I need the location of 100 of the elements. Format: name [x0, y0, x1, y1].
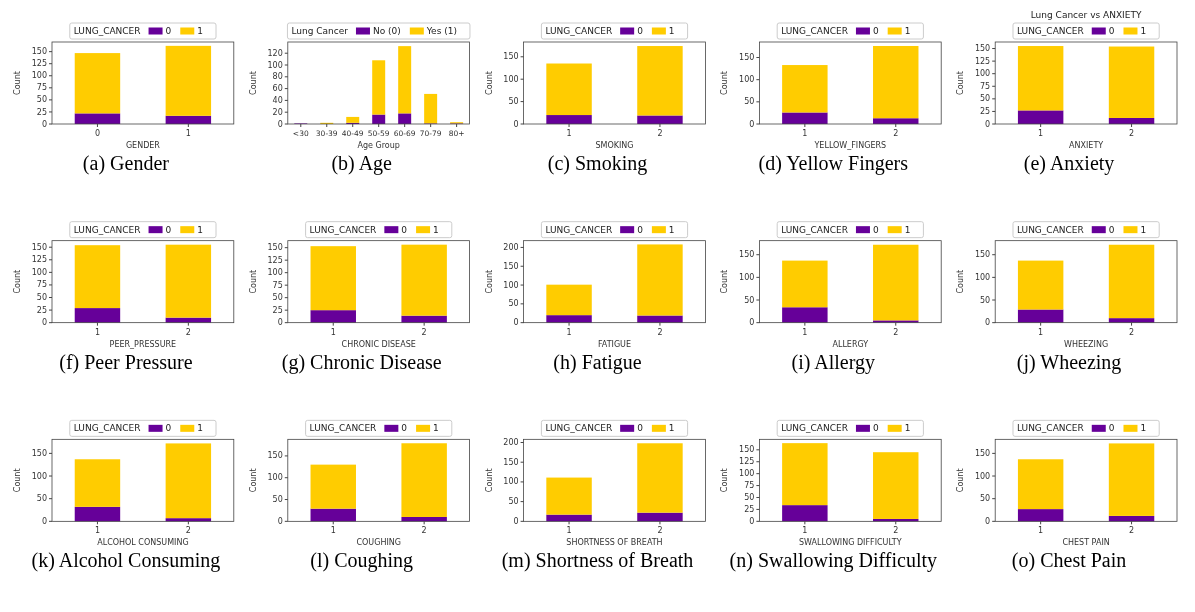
y-tick-label: 25 — [272, 305, 283, 315]
y-tick-label: 150 — [974, 448, 991, 458]
y-tick-label: 100 — [503, 280, 519, 290]
legend-label: 1 — [1140, 423, 1147, 434]
legend-label: 1 — [197, 26, 204, 36]
y-tick-label: 100 — [267, 268, 283, 278]
y-tick-label: 75 — [36, 280, 47, 290]
y-tick-label: 125 — [31, 59, 47, 69]
y-tick-label: 100 — [503, 74, 519, 84]
x-axis-title: Age Group — [357, 141, 400, 150]
legend-label: 1 — [904, 423, 911, 434]
y-axis-title: Count — [248, 468, 258, 493]
y-axis-title: Count — [248, 269, 258, 294]
y-tick-label: 100 — [31, 267, 47, 277]
y-tick-label: 0 — [749, 516, 755, 526]
legend-label: 1 — [197, 423, 204, 434]
y-tick-label: 50 — [744, 295, 755, 305]
y-tick-label: 50 — [272, 293, 283, 303]
y-axis-title: Count — [956, 269, 966, 294]
x-axis-title: ANXIETY — [1069, 141, 1104, 150]
y-tick-label: 50 — [508, 97, 519, 107]
y-tick-label: 0 — [749, 119, 755, 129]
text: (l) Coughing — [310, 549, 414, 573]
y-tick-label: 50 — [508, 299, 519, 309]
text: (j) Wheezing — [1016, 350, 1122, 374]
text: (m) Shortness of Breath — [501, 549, 694, 573]
y-tick-label: 100 — [739, 469, 755, 479]
y-axis-title: Count — [13, 269, 22, 294]
y-tick-label: 0 — [513, 119, 519, 129]
legend-title: LUNG_CANCER — [73, 423, 141, 434]
y-tick-label: 0 — [277, 119, 283, 129]
y-tick-label: 150 — [267, 243, 283, 253]
x-tick-label: 2 — [657, 129, 663, 138]
text: (a) Gender — [82, 152, 170, 175]
x-axis-title: YELLOW_FINGERS — [813, 141, 887, 150]
y-tick-label: 50 — [508, 497, 519, 507]
y-tick-label: 150 — [31, 448, 47, 458]
legend-title: LUNG_CANCER — [545, 423, 613, 434]
x-tick-label: 1 — [566, 327, 572, 337]
legend-title: LUNG_CANCER — [73, 224, 141, 235]
legend-label: 0 — [872, 26, 879, 36]
y-axis-title: Count — [720, 71, 730, 95]
x-tick-label: 2 — [893, 526, 899, 536]
x-axis-title: ALLERGY — [832, 339, 869, 349]
x-tick-label: 1 — [566, 129, 572, 138]
x-tick-label: 1 — [1038, 327, 1044, 337]
y-tick-label: 100 — [974, 272, 991, 282]
x-tick-label: 1 — [802, 129, 808, 138]
y-tick-label: 0 — [985, 318, 991, 328]
y-tick-label: 100 — [739, 272, 755, 282]
x-tick-label: 1 — [185, 129, 191, 138]
legend-label: 1 — [904, 224, 911, 235]
legend-title: LUNG_CANCER — [73, 26, 141, 36]
text: (i) Allergy — [791, 350, 876, 374]
y-tick-label: 100 — [974, 471, 991, 481]
legend-title: LUNG_CANCER — [309, 224, 377, 235]
text: (h) Fatigue — [553, 350, 642, 374]
text: (o) Chest Pain — [1011, 549, 1127, 573]
x-tick-label: 1 — [94, 327, 100, 337]
y-tick-label: 125 — [267, 255, 283, 265]
y-tick-label: 50 — [272, 495, 283, 505]
x-axis-title: SMOKING — [595, 141, 634, 150]
legend-title: LUNG_CANCER — [1017, 26, 1084, 36]
y-tick-label: 25 — [980, 106, 991, 116]
y-tick-label: 0 — [985, 516, 991, 526]
legend-title: LUNG_CANCER — [781, 423, 848, 434]
text: (f) Peer Pressure — [59, 350, 193, 374]
y-tick-label: 50 — [980, 94, 991, 104]
y-tick-label: 150 — [739, 250, 755, 260]
legend-label: 0 — [401, 423, 408, 434]
legend-label: 1 — [668, 26, 675, 36]
y-tick-label: 75 — [980, 81, 991, 91]
y-tick-label: 0 — [277, 516, 283, 526]
legend-label: Yes (1) — [425, 26, 457, 36]
text: (k) Alcohol Consuming — [31, 549, 221, 573]
legend-label: 1 — [904, 26, 911, 36]
x-axis-title: WHEEZING — [1064, 339, 1109, 349]
y-tick-label: 25 — [744, 504, 755, 514]
y-tick-label: 150 — [267, 451, 283, 461]
x-tick-label: 1 — [330, 327, 336, 337]
legend-label: No (0) — [372, 26, 401, 36]
y-tick-label: 100 — [31, 471, 47, 481]
x-tick-label: 2 — [893, 129, 899, 138]
text: (b) Age — [331, 152, 393, 175]
y-tick-label: 0 — [277, 318, 283, 328]
legend-label: 0 — [637, 224, 644, 235]
legend-label: 1 — [668, 224, 675, 235]
y-axis-title: Count — [248, 71, 258, 95]
y-axis-title: Count — [484, 269, 494, 294]
y-axis-title: Count — [720, 269, 730, 294]
x-axis-title: CHEST PAIN — [1062, 538, 1110, 548]
x-tick-label: 1 — [802, 526, 808, 536]
y-tick-label: 100 — [267, 473, 283, 483]
y-tick-label: 0 — [41, 318, 47, 328]
text: (e) Anxiety — [1023, 152, 1115, 175]
y-tick-label: 75 — [744, 481, 755, 491]
x-tick-label: 1 — [330, 526, 336, 536]
legend-label: 0 — [401, 224, 408, 235]
y-tick-label: 125 — [974, 56, 991, 66]
legend-label: 0 — [637, 423, 644, 434]
